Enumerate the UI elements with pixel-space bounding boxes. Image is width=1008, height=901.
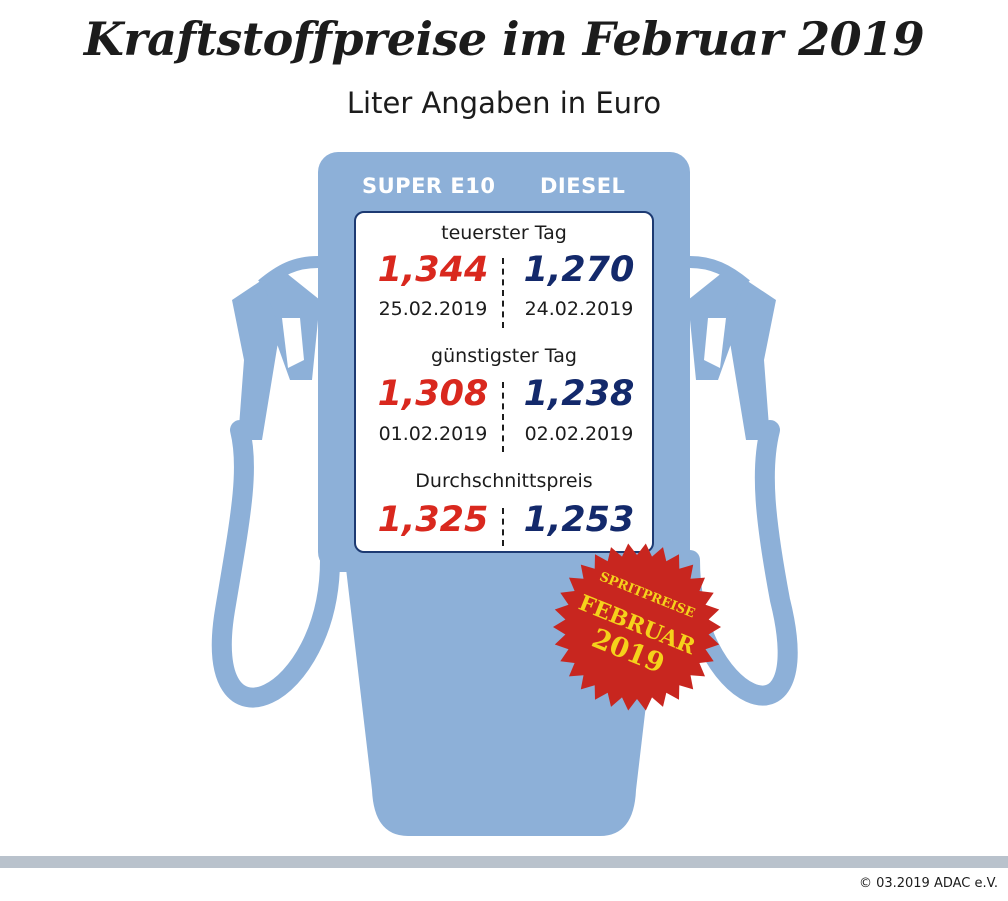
- page-title: Kraftstoffpreise im Februar 2019: [83, 12, 925, 66]
- column-header-super: SUPER E10: [362, 174, 496, 198]
- right-hose: [680, 420, 798, 706]
- divider: [502, 382, 504, 452]
- date-super-lowest: 01.02.2019: [378, 423, 488, 445]
- page-subtitle: Liter Angaben in Euro: [346, 86, 662, 120]
- left-nozzle-icon: [232, 268, 320, 440]
- section-label-average: Durchschnittspreis: [415, 470, 593, 492]
- price-diesel-average: 1,253: [523, 500, 635, 540]
- copyright: © 03.2019 ADAC e.V.: [858, 876, 998, 891]
- price-super-lowest: 1,308: [377, 374, 489, 414]
- footer-bar: [0, 856, 1008, 868]
- price-diesel-highest: 1,270: [523, 250, 635, 290]
- divider: [502, 258, 504, 328]
- section-label-highest: teuerster Tag: [441, 222, 567, 244]
- date-diesel-lowest: 02.02.2019: [524, 423, 634, 445]
- price-super-highest: 1,344: [377, 250, 489, 290]
- right-nozzle-icon: [688, 268, 776, 440]
- left-hose: [211, 420, 340, 708]
- column-header-diesel: DIESEL: [540, 174, 626, 198]
- date-super-highest: 25.02.2019: [378, 298, 488, 320]
- section-label-lowest: günstigster Tag: [431, 345, 577, 367]
- date-diesel-highest: 24.02.2019: [524, 298, 634, 320]
- price-super-average: 1,325: [377, 500, 489, 540]
- divider: [502, 508, 504, 546]
- stamp-badge: [553, 543, 721, 711]
- price-panel: [354, 211, 654, 553]
- price-diesel-lowest: 1,238: [523, 374, 635, 414]
